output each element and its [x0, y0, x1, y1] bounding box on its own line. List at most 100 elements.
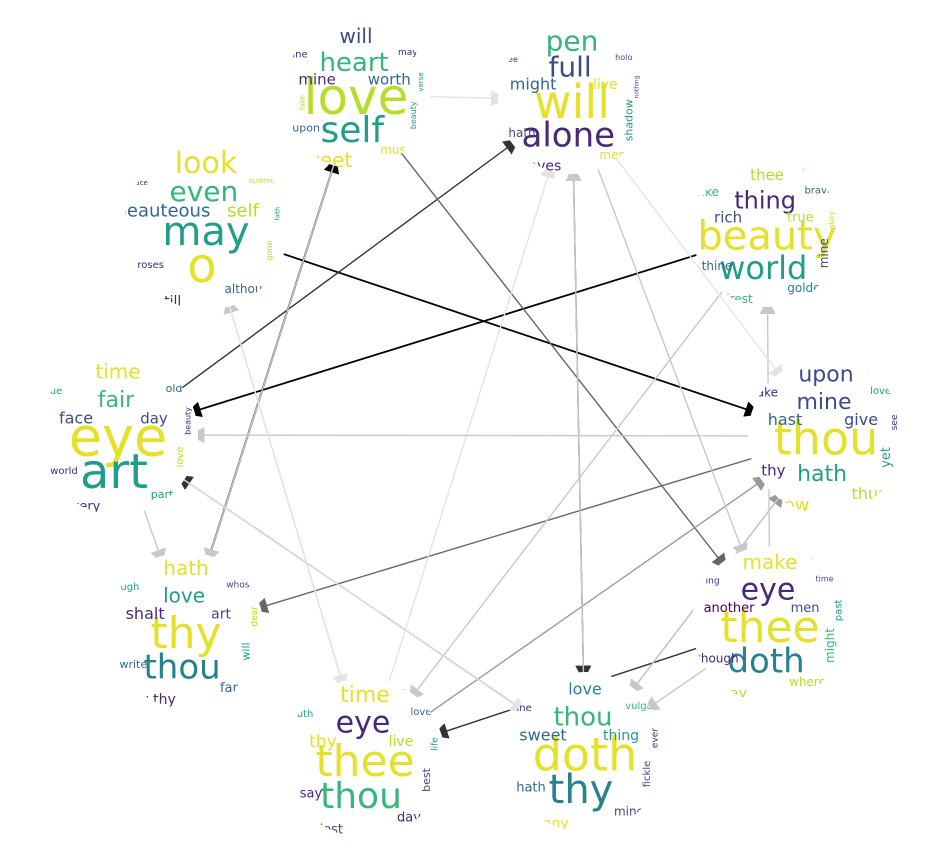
cloud-word: eye	[741, 572, 796, 607]
cloud-word: thing	[734, 187, 796, 215]
wordcloud-background	[693, 159, 841, 307]
cloud-word: far	[220, 681, 239, 696]
cloud-word: still	[802, 518, 823, 532]
cloud-word: beauty	[184, 407, 193, 435]
cloud-word: world	[719, 249, 807, 287]
cloud-word: upon	[798, 363, 853, 388]
cloud-word: will	[534, 75, 610, 129]
cloud-word: eye	[336, 706, 391, 741]
cloud-word: thine	[282, 49, 308, 60]
cloud-word: high	[769, 535, 791, 546]
cloud-word: invention	[192, 717, 239, 728]
cloud-word: being	[768, 150, 785, 157]
cloud-word: heaven	[554, 840, 587, 850]
cloud-word: doth	[533, 728, 638, 782]
cloud-word: dost	[315, 823, 343, 838]
cloud-word: though	[696, 652, 738, 666]
cloud-word: whose	[226, 581, 255, 591]
cloud-word: men	[791, 601, 820, 616]
cloud-word: say	[723, 686, 747, 702]
cloud-word: verse	[417, 72, 425, 91]
cloud-word: alone	[522, 116, 616, 156]
cloud-word: mine	[298, 71, 336, 89]
cloud-word: hold	[615, 53, 632, 62]
cloud-word: live	[593, 77, 618, 93]
cloud-word: thine	[702, 259, 733, 273]
cloud-word: worth	[368, 71, 411, 89]
cloud-word: part	[151, 488, 174, 501]
cloud-word: barren	[362, 668, 388, 677]
cloud-word: many	[529, 816, 568, 832]
cloud-word: best	[420, 767, 433, 791]
cloud-word: time	[816, 575, 834, 584]
edge-c1-to-c8	[204, 161, 336, 565]
cloud-word: see	[890, 414, 900, 430]
wordcloud-background	[124, 146, 288, 310]
cloud-word: place	[129, 179, 148, 187]
cloud-word: give	[844, 410, 878, 429]
edge-c9-to-c2	[178, 138, 520, 391]
cloud-word: dear	[285, 146, 294, 165]
wordcloud-background	[108, 552, 264, 708]
cloud-word: love	[175, 447, 186, 468]
cloud-word: rose	[138, 525, 158, 535]
cloud-word: make	[743, 550, 798, 574]
cloud-word: show	[810, 551, 831, 560]
cloud-word: another	[704, 601, 755, 616]
cloud-word: roses	[137, 260, 164, 271]
cloud-word: art	[80, 444, 148, 500]
cloud-word: dost	[375, 177, 392, 186]
cloud-word: thee	[750, 166, 784, 184]
cloud-word: hath	[516, 781, 546, 796]
cloud-word: men	[599, 148, 626, 162]
cloud-word: love	[568, 680, 602, 699]
cloud-word: pen	[546, 25, 599, 58]
cloud-word: found	[573, 17, 590, 24]
cloud-word: yet	[879, 447, 894, 468]
cloud-word: glory	[828, 211, 836, 229]
cloud-word: full	[549, 51, 592, 84]
cloud-word: eye	[69, 406, 167, 469]
cloud-word: world	[50, 466, 78, 477]
cloud-word: fresh	[161, 715, 184, 725]
cloud-word: doth	[727, 642, 804, 682]
cloud-word: youth	[285, 709, 314, 720]
cloud-word: thy thy	[126, 692, 176, 708]
cloud-word: fickle	[642, 761, 653, 788]
cloud-word: yet	[501, 155, 509, 166]
cloud-word: praise	[116, 345, 141, 354]
cloud-word: beauty	[335, 846, 367, 856]
wordcloud-background	[748, 358, 904, 514]
cloud-word: one	[163, 361, 178, 370]
cloud-word: hath	[797, 462, 847, 487]
cloud-word: self	[321, 110, 386, 151]
cloud-word: live	[389, 734, 414, 750]
edge-c5-to-c6	[642, 665, 710, 712]
cloud-word: write	[119, 658, 147, 671]
cloud-word: brave	[804, 185, 833, 196]
cloud-word: sweet	[519, 726, 566, 745]
edge-c7-to-c2	[387, 161, 556, 686]
cloud-word: take	[693, 185, 719, 199]
edge-c6-to-c2	[565, 165, 585, 677]
cloud-word: thing	[603, 728, 639, 744]
cloud-word: beauty	[697, 214, 836, 260]
cloud-word: beauteous	[115, 201, 210, 222]
cloud-word: may	[398, 48, 418, 58]
cloud-word: true	[42, 386, 63, 397]
edge-c2-to-c5	[596, 165, 748, 560]
cloud-word: sweet	[293, 148, 352, 172]
cloud-word: new	[95, 523, 114, 533]
cloud-word: will	[339, 24, 372, 48]
cloud-word: life	[431, 737, 441, 751]
edge-c3-to-c9	[185, 253, 701, 417]
cloud-word: although	[225, 282, 278, 296]
cloud-word: think	[843, 523, 868, 534]
cloud-word: day	[140, 410, 168, 428]
